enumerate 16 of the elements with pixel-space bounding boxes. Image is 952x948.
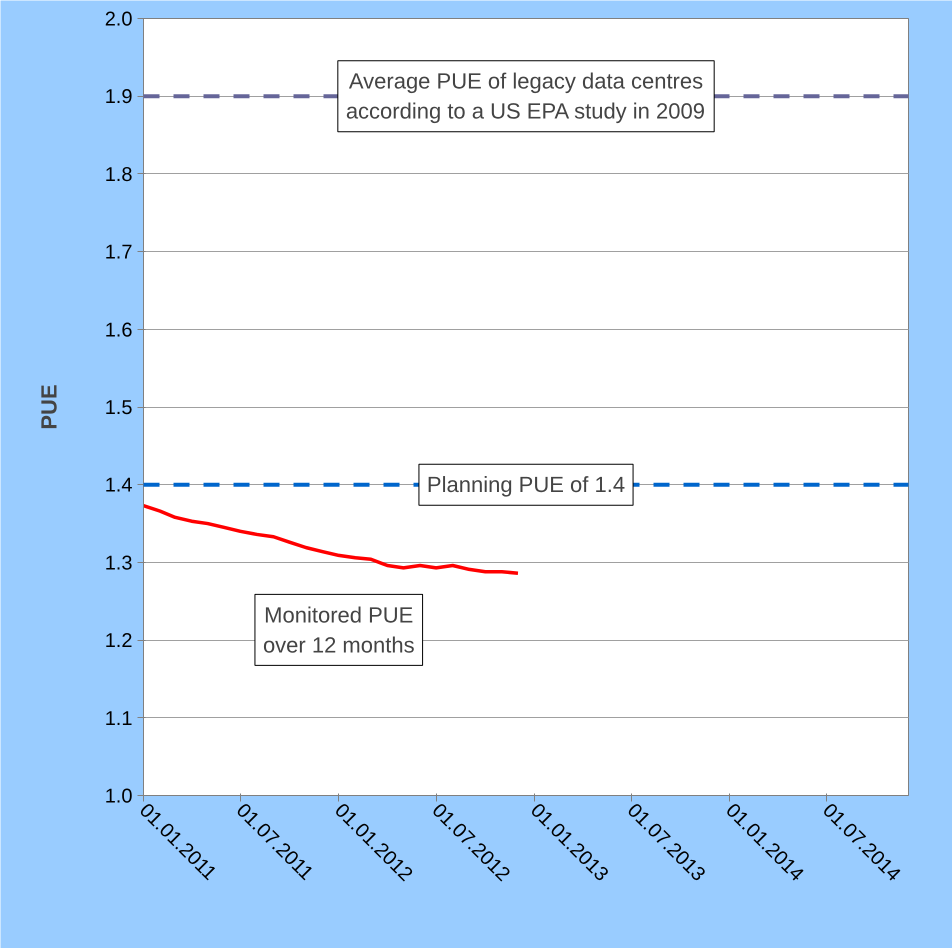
y-tick-label: 2.0 bbox=[104, 8, 133, 30]
y-tick-label: 1.8 bbox=[104, 164, 133, 186]
y-tick-label: 1.6 bbox=[104, 319, 133, 342]
y-tick-label: 1.1 bbox=[104, 708, 133, 730]
y-tick-label: 1.2 bbox=[104, 630, 133, 652]
y-tick-label: 1.7 bbox=[104, 242, 133, 264]
y-tick-label: 1.3 bbox=[104, 552, 133, 574]
ref-line-label: Planning PUE of 1.4 bbox=[426, 472, 626, 498]
line-series bbox=[144, 504, 520, 576]
y-tick-label: 1.9 bbox=[104, 86, 133, 108]
series-label: Monitored PUE over 12 months bbox=[262, 602, 415, 658]
y-tick-label: 1.4 bbox=[104, 474, 133, 497]
ref-line-label: Average PUE of legacy data centres according to a US EPA study in 2009 bbox=[346, 68, 705, 124]
y-tick-label: 1.0 bbox=[104, 786, 133, 808]
y-axis-title: PUE bbox=[36, 384, 62, 430]
y-tick-label: 1.5 bbox=[104, 397, 133, 419]
